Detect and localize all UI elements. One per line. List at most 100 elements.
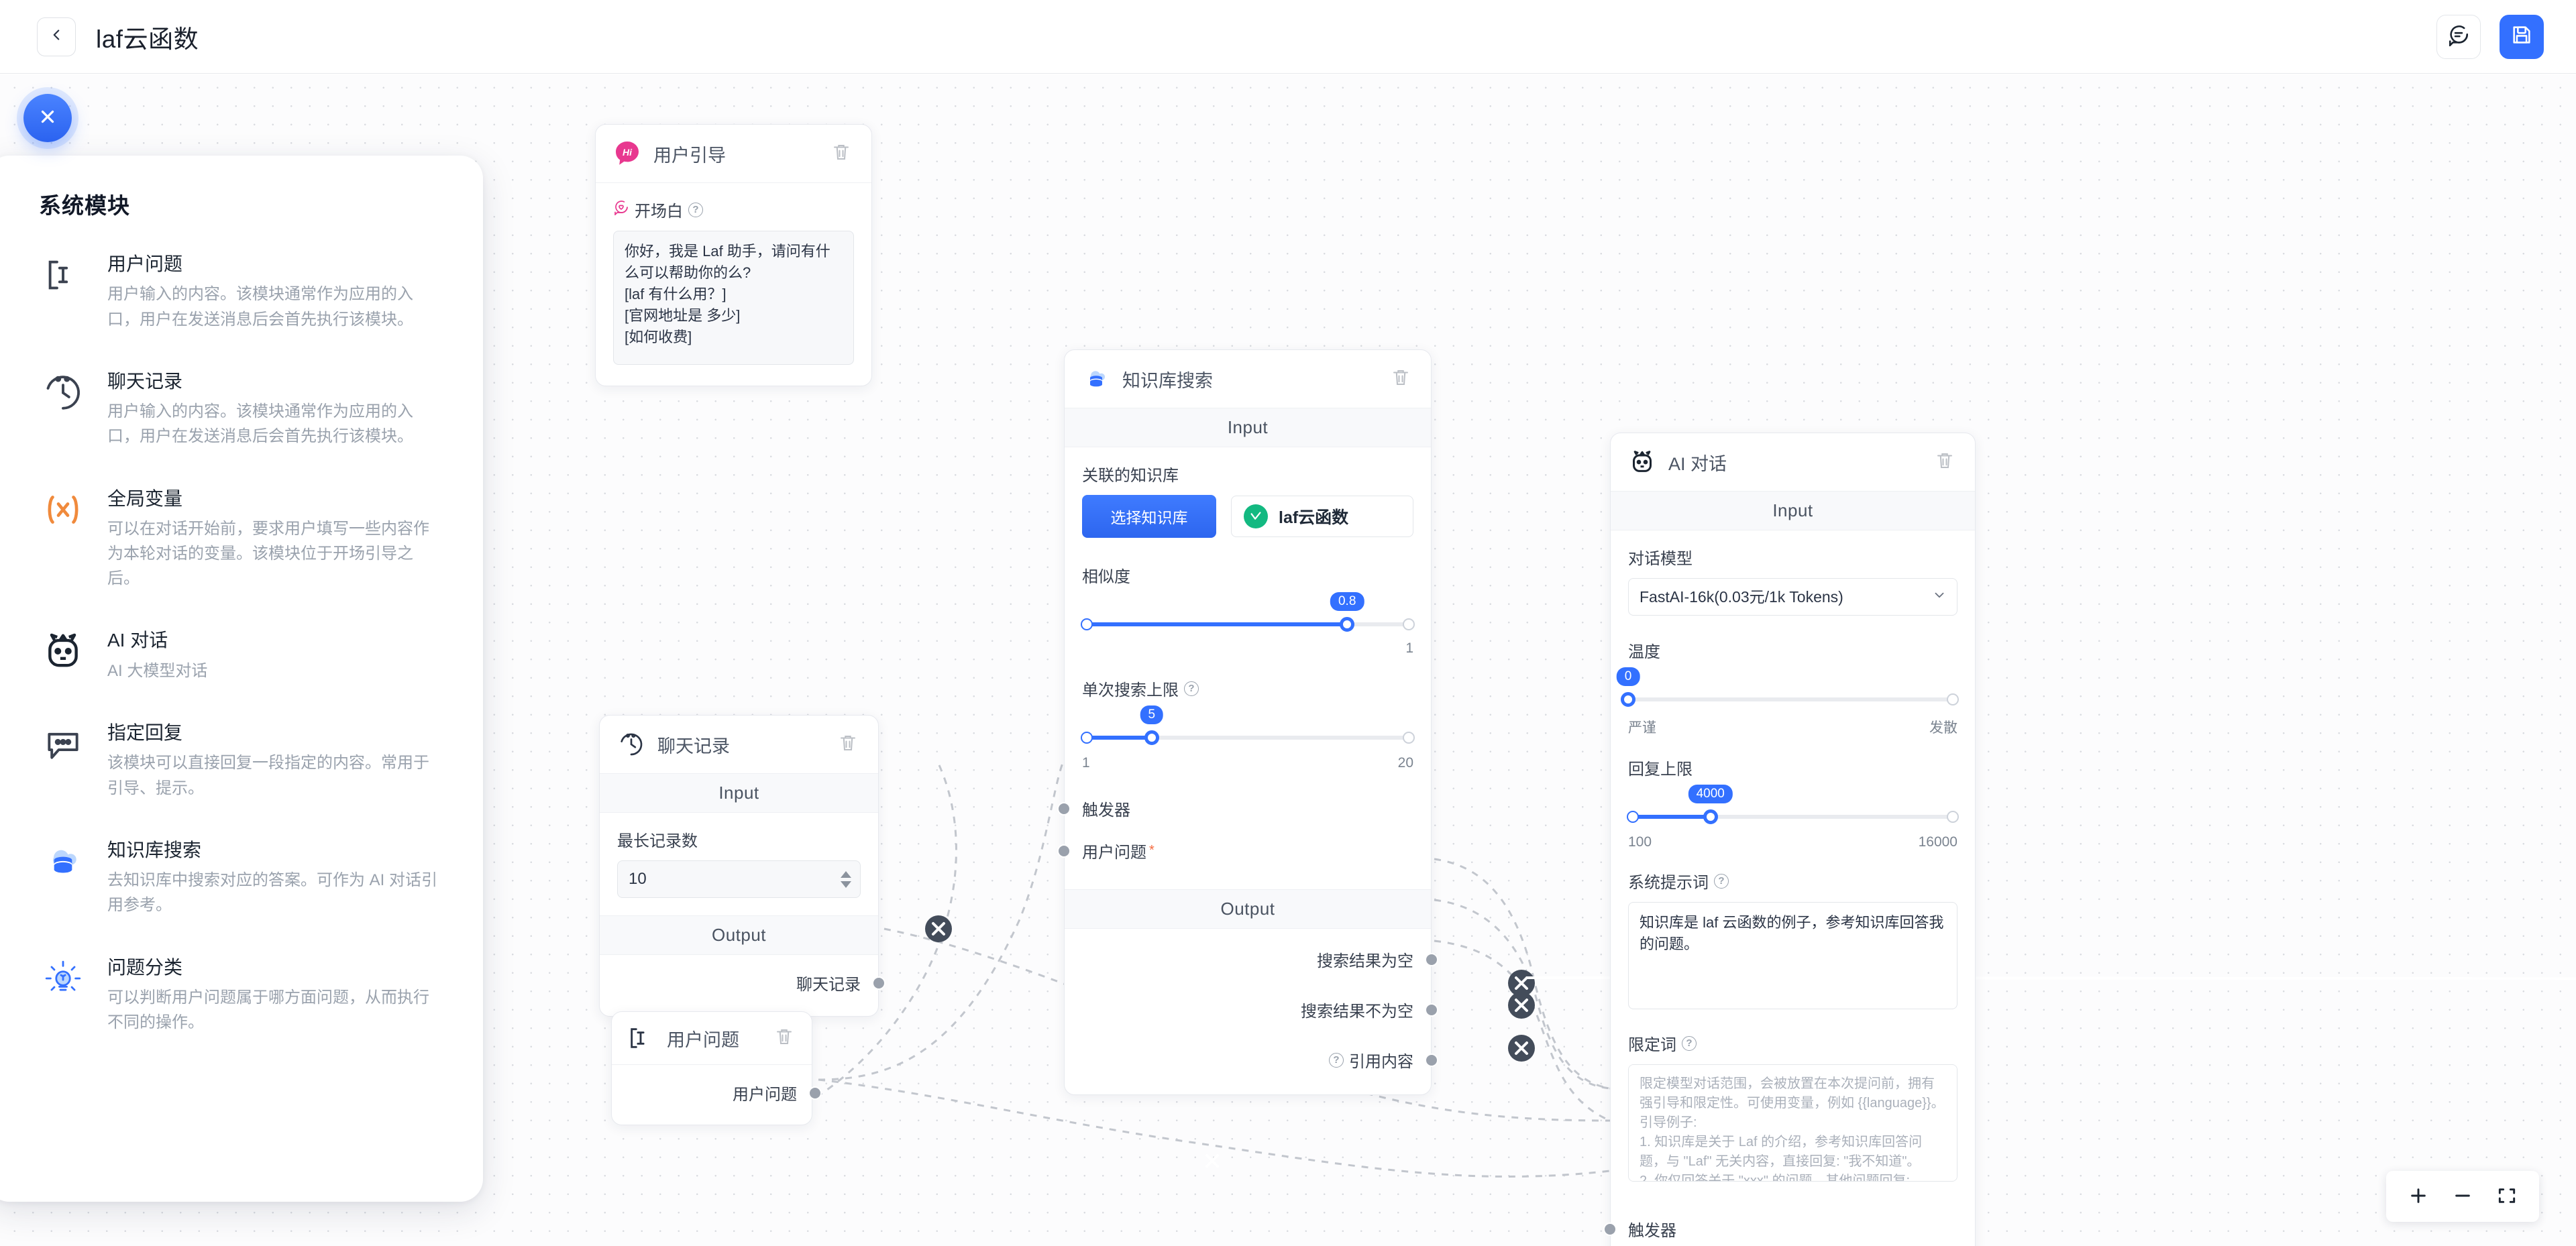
input-port[interactable] <box>1057 844 1071 858</box>
module-panel: 系统模块 用户问题 用户输入的内容。该模块通常作为应用的入口，用户在发送消息后会… <box>0 156 483 1202</box>
module-item-desc: 可以在对话开始前，要求用户填写一些内容作为本轮对话的变量。该模块位于开场引导之后… <box>107 519 429 588</box>
delete-node-button[interactable] <box>774 1027 797 1050</box>
slider-thumb[interactable] <box>1621 692 1635 707</box>
node-title: 用户问题 <box>667 1029 739 1050</box>
slider-thumb[interactable] <box>1144 730 1159 745</box>
input-port[interactable] <box>1057 801 1071 815</box>
trash-icon <box>1391 370 1411 390</box>
close-icon <box>38 107 58 130</box>
back-button[interactable] <box>37 17 76 56</box>
floppy-save-icon <box>2510 23 2533 50</box>
max-tokens-slider[interactable]: 4000 <box>1627 785 1959 833</box>
slider-thumb[interactable] <box>1703 809 1718 824</box>
stepper-down-icon[interactable] <box>841 881 851 888</box>
node-ai-chat[interactable]: AI 对话 Input 对话模型 FastAI-16k(0.03元/1k Tok… <box>1603 433 1976 1246</box>
output-port[interactable] <box>808 1086 822 1100</box>
zoom-in-button[interactable] <box>2401 1179 2436 1214</box>
delete-node-button[interactable] <box>831 142 854 165</box>
slider-max-label: 16000 <box>1918 834 1957 850</box>
edge-delete-icon[interactable] <box>925 915 952 942</box>
system-prompt-input[interactable] <box>1628 902 1957 1009</box>
kb-chip-laf[interactable]: laf云函数 <box>1231 496 1413 537</box>
fit-view-button[interactable] <box>2489 1179 2524 1214</box>
module-item-kb-search[interactable]: 知识库搜索 去知识库中搜索对应的答案。可作为 AI 对话引用参考。 <box>39 837 443 918</box>
slider-track <box>1082 736 1413 740</box>
port-row-nonempty-result-out: 搜索结果不为空 <box>1082 988 1438 1031</box>
slider-range-labels: 严谨 发散 <box>1628 717 1957 737</box>
question-icon[interactable]: ? <box>688 202 703 217</box>
qualifier-input[interactable] <box>1628 1064 1957 1182</box>
question-icon[interactable]: ? <box>1184 681 1199 696</box>
delete-node-button[interactable] <box>1935 451 1957 473</box>
text-input-icon <box>627 1024 655 1052</box>
delete-node-button[interactable] <box>838 733 861 756</box>
zoom-controls[interactable] <box>2386 1171 2539 1222</box>
slider-cap-left <box>1627 811 1639 823</box>
trash-icon <box>1935 453 1955 473</box>
close-module-panel-button[interactable] <box>23 94 72 142</box>
save-button[interactable] <box>2500 14 2544 59</box>
chat-preview-button[interactable] <box>2436 14 2481 59</box>
port-row-chat-history-out: 聊天记录 <box>617 962 885 1004</box>
question-icon[interactable]: ? <box>1714 873 1729 889</box>
slider-max-label: 20 <box>1397 755 1413 771</box>
stepper-buttons[interactable] <box>841 860 851 898</box>
node-user-question[interactable]: 用户问题 用户问题 <box>611 1011 822 1125</box>
max-records-stepper[interactable] <box>617 860 861 898</box>
question-icon[interactable]: ? <box>1682 1035 1697 1051</box>
edge-delete-icon[interactable] <box>1508 1035 1535 1062</box>
node-user-guide[interactable]: Hi 用户引导 开场白 ? <box>595 124 872 386</box>
chevron-left-icon <box>48 26 65 47</box>
robot-icon <box>39 627 87 675</box>
field-label-opening: 开场白 ? <box>613 198 854 221</box>
module-item-desc: 去知识库中搜索对应的答案。可作为 AI 对话引用参考。 <box>107 871 438 915</box>
module-item-question-classify[interactable]: 问题分类 可以判断用户问题属于哪方面问题，从而执行不同的操作。 <box>39 954 443 1035</box>
field-label-text: 单次搜索上限 <box>1082 681 1179 699</box>
module-item-ai-chat[interactable]: AI 对话 AI 大模型对话 <box>39 627 443 683</box>
heart-chat-icon <box>613 199 629 220</box>
module-item-desc: AI 大模型对话 <box>107 661 208 680</box>
field-label-model: 对话模型 <box>1628 550 1693 568</box>
slider-thumb[interactable] <box>1340 617 1355 632</box>
stepper-up-icon[interactable] <box>841 870 851 878</box>
module-item-desc: 该模块可以直接回复一段指定的内容。常用于引导、提示。 <box>107 754 429 797</box>
robot-icon <box>1628 448 1656 476</box>
similarity-slider[interactable]: 0.8 <box>1081 592 1415 640</box>
node-chat-history[interactable]: 聊天记录 Input 最长记录数 Output <box>599 715 885 1017</box>
output-port[interactable] <box>1425 1053 1438 1067</box>
slider-max-label: 1 <box>1405 640 1413 656</box>
temperature-slider[interactable]: 0 <box>1616 667 1959 716</box>
module-item-specified-reply[interactable]: 指定回复 该模块可以直接回复一段指定的内容。常用于引导、提示。 <box>39 720 443 801</box>
slider-value-bubble: 5 <box>1140 705 1164 724</box>
output-port[interactable] <box>872 976 885 990</box>
input-port[interactable] <box>1603 1222 1617 1236</box>
field-label-similarity: 相似度 <box>1082 568 1130 586</box>
trash-icon <box>831 145 851 165</box>
node-body: 对话模型 FastAI-16k(0.03元/1k Tokens) 温度 0 <box>1603 530 1975 1246</box>
opening-text-input[interactable] <box>613 231 854 365</box>
module-item-global-variable[interactable]: 全局变量 可以在对话开始前，要求用户填写一些内容作为本轮对话的变量。该模块位于开… <box>39 486 443 591</box>
port-label: 用户问题 <box>1082 844 1146 862</box>
select-kb-button[interactable]: 选择知识库 <box>1082 495 1216 538</box>
module-item-user-question[interactable]: 用户问题 用户输入的内容。该模块通常作为应用的入口，用户在发送消息后会首先执行该… <box>39 251 443 332</box>
input-section-label: Input <box>1065 408 1431 447</box>
zoom-out-button[interactable] <box>2445 1179 2480 1214</box>
edge-delete-icon[interactable] <box>1508 992 1535 1019</box>
model-select-wrap[interactable]: FastAI-16k(0.03元/1k Tokens) <box>1628 578 1957 616</box>
delete-node-button[interactable] <box>1391 367 1413 390</box>
model-select[interactable]: FastAI-16k(0.03元/1k Tokens) <box>1628 578 1957 616</box>
max-records-input[interactable] <box>617 860 861 898</box>
kb-chip-label: laf云函数 <box>1279 508 1349 527</box>
field-label-search-limit: 单次搜索上限 ? <box>1082 677 1413 700</box>
field-label-text: 限定词 <box>1628 1036 1676 1054</box>
node-kb-search[interactable]: 知识库搜索 Input 关联的知识库 选择知识库 laf云函数 <box>1057 349 1438 1095</box>
module-item-name: 问题分类 <box>107 956 183 978</box>
module-item-chat-history[interactable]: 聊天记录 用户输入的内容。该模块通常作为应用的入口，用户在发送消息后会首先执行该… <box>39 368 443 449</box>
search-limit-slider[interactable]: 5 <box>1081 705 1415 754</box>
question-icon[interactable]: ? <box>1329 1052 1344 1068</box>
svg-text:Hi: Hi <box>623 147 633 158</box>
output-port[interactable] <box>1425 1003 1438 1017</box>
output-port[interactable] <box>1425 952 1438 966</box>
node-body: 开场白 ? <box>596 183 871 386</box>
page-title: laf云函数 <box>96 25 199 53</box>
